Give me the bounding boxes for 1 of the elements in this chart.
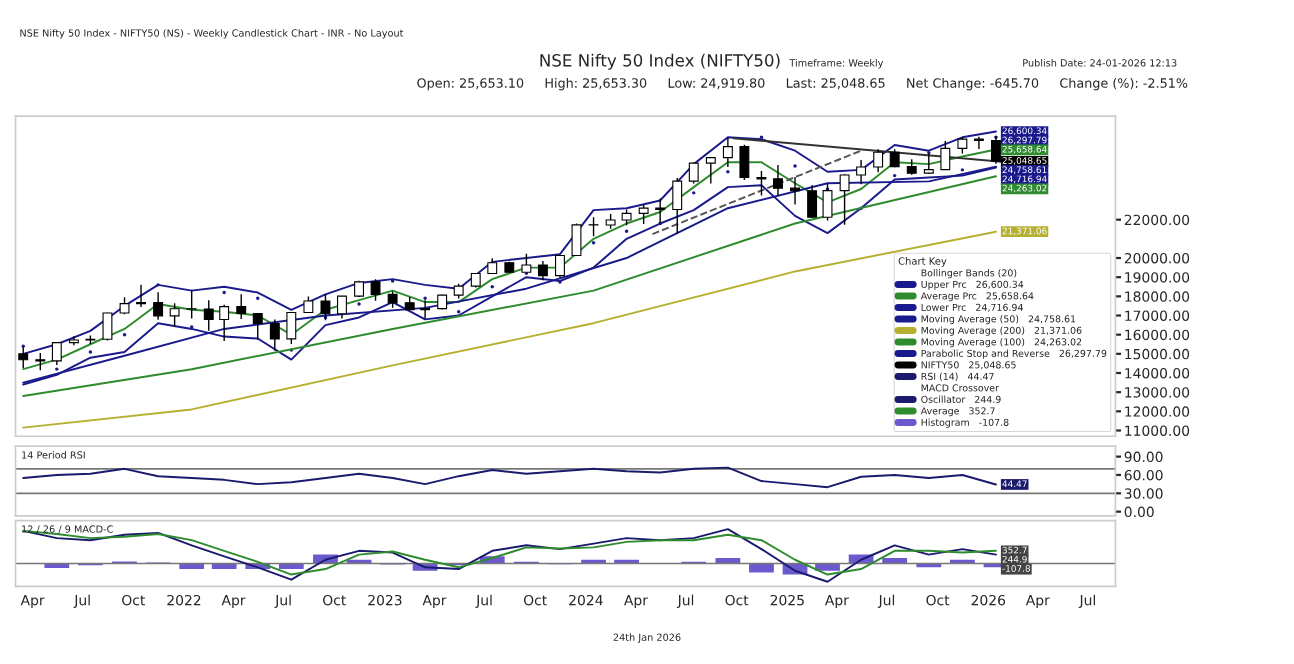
chart-title: NSE Nifty 50 Index (NIFTY50) [540, 53, 780, 70]
